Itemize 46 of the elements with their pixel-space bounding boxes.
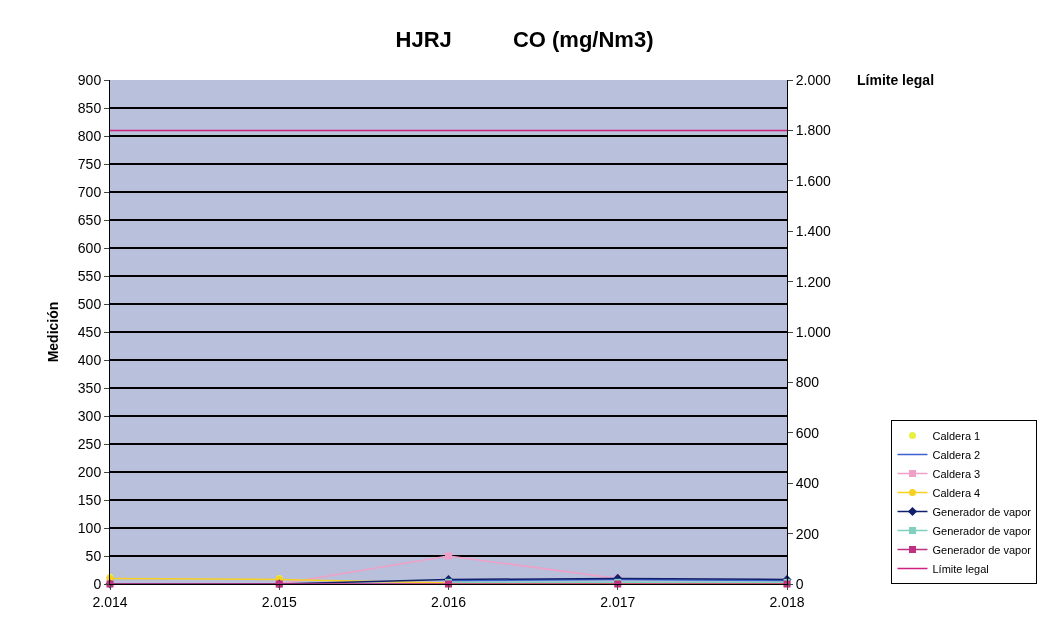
y2-tick-label: 800 xyxy=(795,374,820,391)
y-axis-title: Medición xyxy=(45,301,62,363)
y-tick-label: 850 xyxy=(77,99,102,116)
y-tick-label: 450 xyxy=(77,323,102,340)
y-tick-label: 200 xyxy=(77,463,102,480)
y-tick-label: 650 xyxy=(77,211,102,228)
y-tick-label: 400 xyxy=(77,351,102,368)
legend-label: Generador de vapor xyxy=(932,505,1032,518)
y-tick-label: 550 xyxy=(77,267,102,284)
y-tick-label: 900 xyxy=(77,71,102,88)
y-tick-label: 350 xyxy=(77,379,102,396)
y-tick-label: 50 xyxy=(85,547,102,564)
legend-label: Generador de vapor xyxy=(932,543,1032,556)
y2-tick-label: 400 xyxy=(795,475,820,492)
y2-tick-label: 1.800 xyxy=(795,122,832,139)
y2-tick-label: 600 xyxy=(795,424,820,441)
y-tick-label: 100 xyxy=(77,519,102,536)
legend-label: Caldera 3 xyxy=(932,467,981,480)
x-tick-label: 2.014 xyxy=(92,593,128,610)
y-tick-label: 250 xyxy=(77,435,102,452)
y-tick-label: 150 xyxy=(77,491,102,508)
y-tick-label: 700 xyxy=(77,183,102,200)
y2-tick-label: 1.400 xyxy=(795,223,832,240)
x-tick-label: 2.016 xyxy=(430,593,467,610)
y-tick-label: 300 xyxy=(77,407,102,424)
y-tick-label: 750 xyxy=(77,155,102,172)
y2-tick-label: 0 xyxy=(795,575,804,592)
chart-title: HJRJ CO (mg/Nm3) xyxy=(395,27,654,53)
legend-label: Límite legal xyxy=(932,562,989,575)
x-tick-label: 2.017 xyxy=(600,593,636,610)
legend-label: Generador de vapor xyxy=(932,524,1032,537)
y2-tick-label: 1.600 xyxy=(795,172,832,189)
legend-label: Caldera 2 xyxy=(932,448,981,461)
y-tick-label: 0 xyxy=(93,575,102,592)
y2-tick-label: 2.000 xyxy=(795,71,832,88)
y-tick-label: 600 xyxy=(77,239,102,256)
legend-label: Caldera 4 xyxy=(932,486,981,499)
legend-label: Caldera 1 xyxy=(932,429,981,442)
x-tick-label: 2.018 xyxy=(769,593,805,610)
y-tick-label: 800 xyxy=(77,127,102,144)
y2-tick-label: 1.200 xyxy=(795,273,832,290)
y2-axis-title: Límite legal xyxy=(857,72,935,88)
x-tick-label: 2.015 xyxy=(261,593,297,610)
y2-tick-label: 1.000 xyxy=(795,323,832,340)
y2-tick-label: 200 xyxy=(795,525,820,542)
y-tick-label: 500 xyxy=(77,295,102,312)
